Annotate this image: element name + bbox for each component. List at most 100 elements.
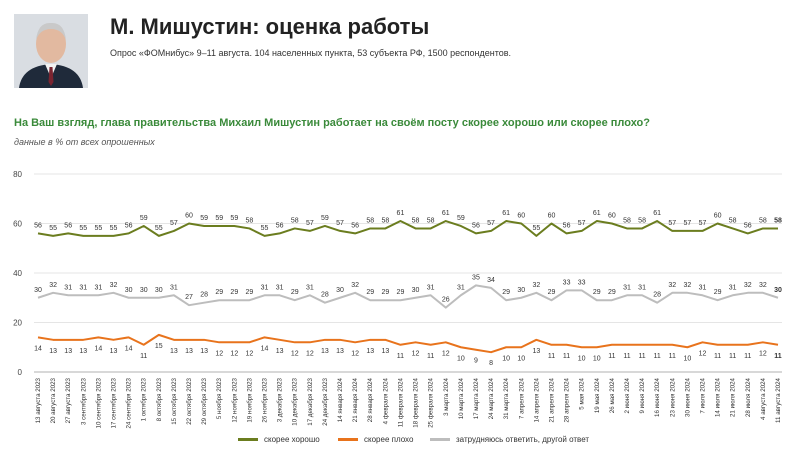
- data-label: 13: [532, 348, 540, 355]
- data-label: 55: [49, 225, 57, 232]
- x-tick-label: 9 июня 2024: [639, 377, 646, 413]
- data-label: 58: [729, 217, 737, 224]
- data-label: 34: [487, 277, 495, 284]
- data-label: 58: [246, 217, 254, 224]
- x-tick-label: 28 января 2024: [367, 377, 374, 422]
- data-label: 13: [366, 348, 374, 355]
- series-line-bad: [37, 333, 779, 354]
- page-subtitle: Опрос «ФОМнибус» 9–11 августа. 104 насел…: [110, 48, 512, 58]
- x-tick-label: 17 марта 2024: [473, 377, 480, 419]
- data-label: 28: [653, 292, 661, 299]
- data-label: 29: [291, 289, 299, 296]
- x-tick-label: 17 сентября 2023: [111, 377, 118, 428]
- data-label: 60: [185, 213, 193, 220]
- data-label: 58: [774, 217, 782, 224]
- data-label: 31: [457, 284, 465, 291]
- data-label: 13: [79, 348, 87, 355]
- x-tick-label: 30 июня 2024: [684, 377, 691, 417]
- data-label: 32: [683, 282, 691, 289]
- data-label: 10: [517, 355, 525, 362]
- data-label: 31: [638, 284, 646, 291]
- data-label: 59: [215, 215, 223, 222]
- legend-good-label: скорее хорошо: [264, 435, 320, 444]
- legend-other: затрудняюсь ответить, другой ответ: [430, 435, 589, 444]
- data-label: 29: [397, 289, 405, 296]
- portrait-photo: [14, 14, 88, 88]
- data-label: 30: [34, 287, 42, 294]
- data-label: 57: [306, 220, 314, 227]
- data-label: 58: [759, 217, 767, 224]
- data-label: 58: [381, 217, 389, 224]
- data-label: 12: [246, 350, 254, 357]
- data-label: 13: [336, 348, 344, 355]
- data-label: 35: [472, 274, 480, 281]
- data-label: 13: [49, 348, 57, 355]
- data-label: 61: [593, 210, 601, 217]
- data-label: 11: [714, 353, 721, 360]
- data-label: 13: [321, 348, 329, 355]
- data-label: 32: [744, 282, 752, 289]
- data-label: 15: [155, 343, 163, 350]
- x-tick-label: 10 декабря 2023: [292, 377, 299, 425]
- series-line-good: [37, 220, 778, 237]
- x-tick-label: 4 февраля 2024: [382, 377, 389, 424]
- data-label: 31: [79, 284, 87, 291]
- data-label: 26: [442, 297, 450, 304]
- data-label: 11: [744, 353, 751, 360]
- data-label: 14: [125, 345, 133, 352]
- chart-grid: [34, 173, 782, 373]
- data-label: 32: [532, 282, 540, 289]
- data-label: 13: [185, 348, 193, 355]
- data-label: 31: [170, 284, 178, 291]
- data-label: 59: [321, 215, 329, 222]
- x-tick-label: 11 февраля 2024: [397, 377, 404, 427]
- data-label: 55: [110, 225, 118, 232]
- data-label: 55: [155, 225, 163, 232]
- data-label: 30: [336, 287, 344, 294]
- data-label: 33: [563, 279, 571, 286]
- data-label: 11: [654, 353, 661, 360]
- x-tick-label: 26 ноября 2023: [262, 377, 269, 422]
- data-label: 55: [79, 225, 87, 232]
- data-label: 30: [125, 287, 133, 294]
- data-label: 33: [578, 279, 586, 286]
- legend-bad-swatch: [338, 438, 358, 441]
- data-label: 32: [351, 282, 359, 289]
- legend-bad-label: скорее плохо: [364, 435, 414, 444]
- data-label: 29: [608, 289, 616, 296]
- data-label: 31: [623, 284, 631, 291]
- data-label: 30: [774, 287, 782, 294]
- data-label: 31: [64, 284, 72, 291]
- x-tick-label: 28 апреля 2024: [564, 377, 571, 422]
- x-tick-label: 11 августа 2024: [775, 377, 782, 422]
- data-label: 29: [593, 289, 601, 296]
- data-label: 13: [200, 348, 208, 355]
- data-label: 13: [64, 348, 72, 355]
- data-label: 55: [95, 225, 103, 232]
- y-tick-label: 80: [13, 170, 22, 179]
- data-label: 56: [125, 222, 133, 229]
- data-label: 57: [699, 220, 707, 227]
- x-tick-label: 2 июня 2024: [624, 377, 631, 413]
- data-label: 31: [95, 284, 103, 291]
- data-label: 13: [110, 348, 118, 355]
- data-label: 14: [261, 345, 269, 352]
- data-labels: 56 55 56 55 55 55 56 59 55 57 60 59 59 59 58 55 56 58 57 59…: [34, 210, 782, 367]
- x-tick-label: 22 октября 2023: [186, 377, 193, 424]
- x-tick-label: 4 августа 2024: [760, 377, 767, 420]
- series-line-other: [37, 284, 779, 309]
- data-label: 11: [669, 353, 676, 360]
- data-label: 14: [34, 345, 42, 352]
- y-tick-label: 0: [18, 368, 23, 377]
- x-tick-label: 1 октября 2023: [141, 377, 148, 421]
- data-label: 32: [759, 282, 767, 289]
- data-label: 12: [215, 350, 223, 357]
- data-label: 29: [366, 289, 374, 296]
- data-label: 11: [427, 353, 434, 360]
- data-label: 55: [532, 225, 540, 232]
- data-label: 30: [155, 287, 163, 294]
- x-tick-label: 29 октября 2023: [201, 377, 208, 424]
- x-tick-label: 7 июля 2024: [699, 377, 706, 413]
- data-label: 60: [517, 213, 525, 220]
- legend-other-label: затрудняюсь ответить, другой ответ: [456, 435, 590, 444]
